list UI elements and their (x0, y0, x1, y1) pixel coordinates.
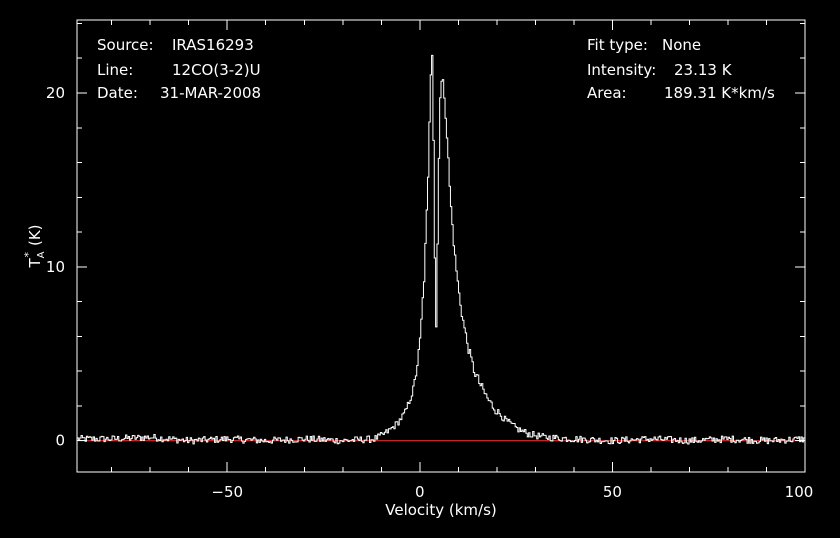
ticks-group: −50 0 50 100 0 10 20 (46, 20, 813, 501)
y-tick-label: 10 (46, 258, 65, 276)
date-label: Date: (97, 84, 138, 102)
fit-type-value: None (662, 36, 701, 54)
axes-box (76, 19, 806, 473)
area-value: 189.31 K*km/s (664, 84, 775, 102)
y-axis-label-unit: (K) (26, 224, 44, 246)
y-tick-label: 0 (55, 432, 65, 450)
y-axis-label-sub: A (36, 251, 47, 258)
y-axis-label-sup: * (22, 252, 35, 258)
x-tick-label: 50 (603, 483, 622, 501)
line-value: 12CO(3-2)U (172, 61, 261, 79)
x-tick-label: 0 (415, 483, 425, 501)
y-tick-label: 20 (46, 84, 65, 102)
date-value: 31-MAR-2008 (160, 84, 261, 102)
x-tick-label: −50 (211, 483, 243, 501)
source-label: Source: (97, 36, 154, 54)
area-label: Area: (587, 84, 627, 102)
x-axis-label: Velocity (km/s) (385, 501, 496, 519)
intensity-label: Intensity: (587, 61, 656, 79)
x-tick-label: 100 (785, 483, 814, 501)
intensity-value: 23.13 K (674, 61, 733, 79)
y-axis-label-main: T (26, 258, 44, 269)
svg-text:TA*(K): TA* (K) (22, 224, 47, 268)
fit-type-label: Fit type: (587, 36, 648, 54)
spectrum-series-line (77, 54, 806, 445)
y-axis-label: TA* (K) (22, 224, 47, 268)
plot-frame (76, 19, 806, 473)
spectrum-group (77, 54, 806, 445)
line-label: Line: (97, 61, 133, 79)
source-value: IRAS16293 (172, 36, 254, 54)
